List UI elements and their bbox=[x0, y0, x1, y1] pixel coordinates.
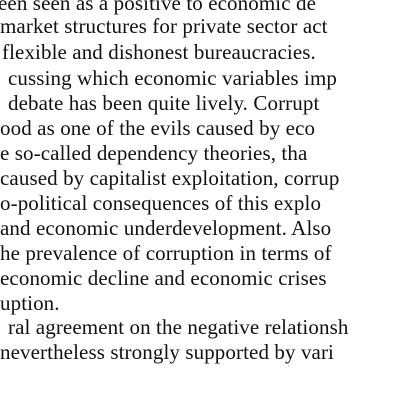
text-line-4: cussing which economic variables imp bbox=[8, 66, 338, 90]
text-line-5: debate has been quite lively. Corrupt bbox=[8, 91, 320, 115]
text-line-7: e so-called dependency theories, tha bbox=[0, 141, 308, 165]
text-line-11: he prevalence of corruption in terms of bbox=[0, 241, 332, 265]
text-line-15: nevertheless strongly supported by vari bbox=[0, 340, 334, 364]
text-line-9: o-political consequences of this explo bbox=[0, 191, 322, 215]
text-line-8: caused by capitalist exploitation, corru… bbox=[0, 166, 340, 190]
text-line-12: economic decline and economic crises bbox=[0, 266, 327, 290]
text-line-14: ral agreement on the negative relationsh bbox=[8, 315, 349, 339]
text-line-6: ood as one of the evils caused by eco bbox=[0, 116, 316, 140]
text-line-3: flexible and dishonest bureaucracies. bbox=[2, 40, 316, 64]
text-line-2: market structures for private sector act bbox=[0, 14, 328, 38]
text-line-13: uption. bbox=[0, 291, 60, 315]
text-line-10: and economic underdevelopment. Also bbox=[0, 216, 332, 240]
text-line-1: een seen as a positive to economic de bbox=[0, 0, 317, 15]
